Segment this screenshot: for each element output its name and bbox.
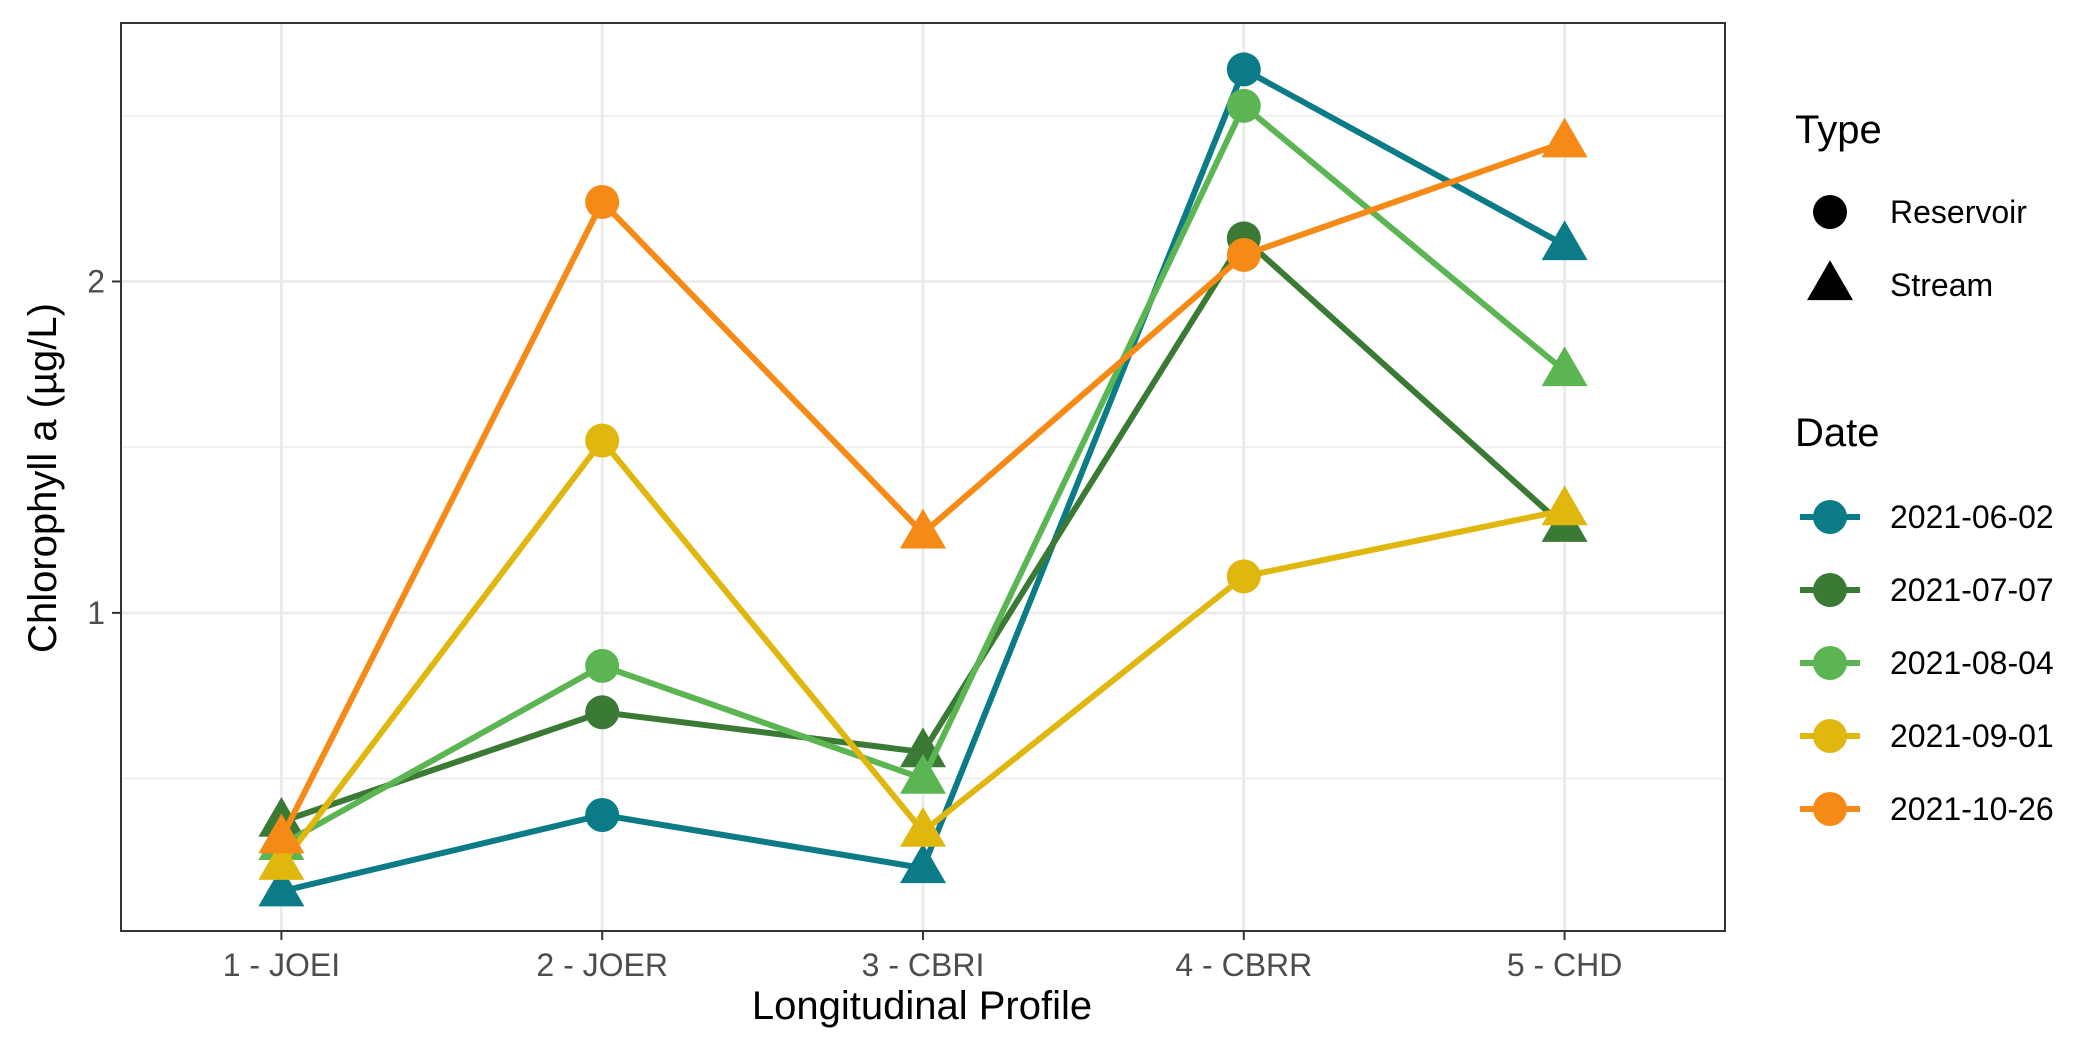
series-2021-09-01 bbox=[258, 423, 1588, 880]
y-axis-title: Chlorophyll a (µg/L) bbox=[21, 303, 65, 653]
data-point-2021-09-01-4-cbrr bbox=[1226, 559, 1261, 594]
data-point-2021-10-26-3-cbri bbox=[900, 508, 946, 549]
data-point-2021-09-01-5-chd bbox=[1541, 485, 1588, 526]
plot-panel bbox=[120, 22, 1726, 932]
legend-label-2021-08-04: 2021-08-04 bbox=[1890, 645, 2054, 681]
data-point-2021-06-02-4-cbrr bbox=[1226, 52, 1261, 87]
data-point-2021-07-07-2-joer bbox=[585, 695, 620, 730]
data-point-2021-08-04-3-cbri bbox=[900, 753, 946, 794]
x-tick-label-1-joei: 1 - JOEI bbox=[223, 947, 340, 983]
legend-key-point-2021-08-04 bbox=[1813, 646, 1847, 680]
y-tick-label-2: 2 bbox=[87, 263, 105, 299]
x-tick-label-2-joer: 2 - JOER bbox=[536, 947, 668, 983]
y-tick-label-1: 1 bbox=[87, 595, 105, 631]
data-point-2021-09-01-1-joei bbox=[258, 840, 305, 880]
data-point-2021-10-26-4-cbrr bbox=[1226, 237, 1261, 272]
x-axis-ticks: 1 - JOEI 2 - JOER 3 - CBRI 4 - CBRR 5 - CHD bbox=[223, 931, 1623, 983]
x-tick-label-5-chd: 5 - CHD bbox=[1507, 947, 1623, 983]
x-tick-label-4-cbrr: 4 - CBRR bbox=[1175, 947, 1312, 983]
data-point-2021-10-26-5-chd bbox=[1541, 117, 1588, 158]
data-point-2021-08-04-5-chd bbox=[1541, 346, 1588, 387]
data-point-2021-08-04-4-cbrr bbox=[1226, 88, 1261, 123]
data-point-2021-06-02-3-cbri bbox=[900, 843, 946, 884]
legend-label-stream: Stream bbox=[1890, 267, 1993, 303]
data-point-2021-08-04-2-joer bbox=[585, 648, 620, 683]
legend-label-2021-09-01: 2021-09-01 bbox=[1890, 718, 2054, 754]
data-point-2021-06-02-5-chd bbox=[1541, 220, 1588, 261]
legend-key-reservoir bbox=[1813, 195, 1847, 229]
legend-key-stream bbox=[1807, 260, 1853, 301]
axes: 1 - JOEI 2 - JOER 3 - CBRI 4 - CBRR 5 - CHD … bbox=[87, 263, 1622, 983]
legend-label-2021-07-07: 2021-07-07 bbox=[1890, 572, 2054, 608]
legend-date-items: 2021-06-02 2021-07-07 2021-08-04 2021-09-01… bbox=[1800, 499, 2054, 827]
legend-key-point-2021-06-02 bbox=[1813, 500, 1847, 534]
legend-date: Date 2021-06-022021-07-072021-08-042021-… bbox=[1795, 411, 2054, 827]
series-2021-06-02 bbox=[258, 52, 1588, 907]
series-2021-10-26 bbox=[258, 117, 1588, 854]
legend-type-title: Type bbox=[1795, 108, 1882, 152]
data-point-2021-10-26-2-joer bbox=[585, 184, 620, 219]
legend-date-title: Date bbox=[1795, 411, 1880, 455]
data-point-2021-09-01-3-cbri bbox=[900, 806, 946, 847]
gridlines bbox=[121, 23, 1725, 931]
legend-type-items: Reservoir Stream bbox=[1807, 194, 2027, 303]
legend-label-2021-06-02: 2021-06-02 bbox=[1890, 499, 2054, 535]
legend-type: Type Reservoir Stream bbox=[1795, 108, 2027, 303]
legend-key-point-2021-09-01 bbox=[1813, 719, 1847, 753]
data-point-2021-06-02-1-joei bbox=[258, 866, 305, 907]
legend-key-point-2021-07-07 bbox=[1813, 573, 1847, 607]
legend-key-point-2021-10-26 bbox=[1813, 792, 1847, 826]
data-point-2021-06-02-2-joer bbox=[585, 798, 620, 833]
data-point-2021-10-26-1-joei bbox=[258, 813, 305, 854]
legend-label-reservoir: Reservoir bbox=[1890, 194, 2027, 230]
y-axis-ticks: 12 bbox=[87, 263, 121, 631]
data-point-2021-09-01-2-joer bbox=[585, 423, 620, 458]
legend-label-2021-10-26: 2021-10-26 bbox=[1890, 791, 2054, 827]
series-layer bbox=[258, 52, 1588, 907]
x-tick-label-3-cbri: 3 - CBRI bbox=[862, 947, 985, 983]
x-axis-title: Longitudinal Profile bbox=[752, 984, 1092, 1028]
